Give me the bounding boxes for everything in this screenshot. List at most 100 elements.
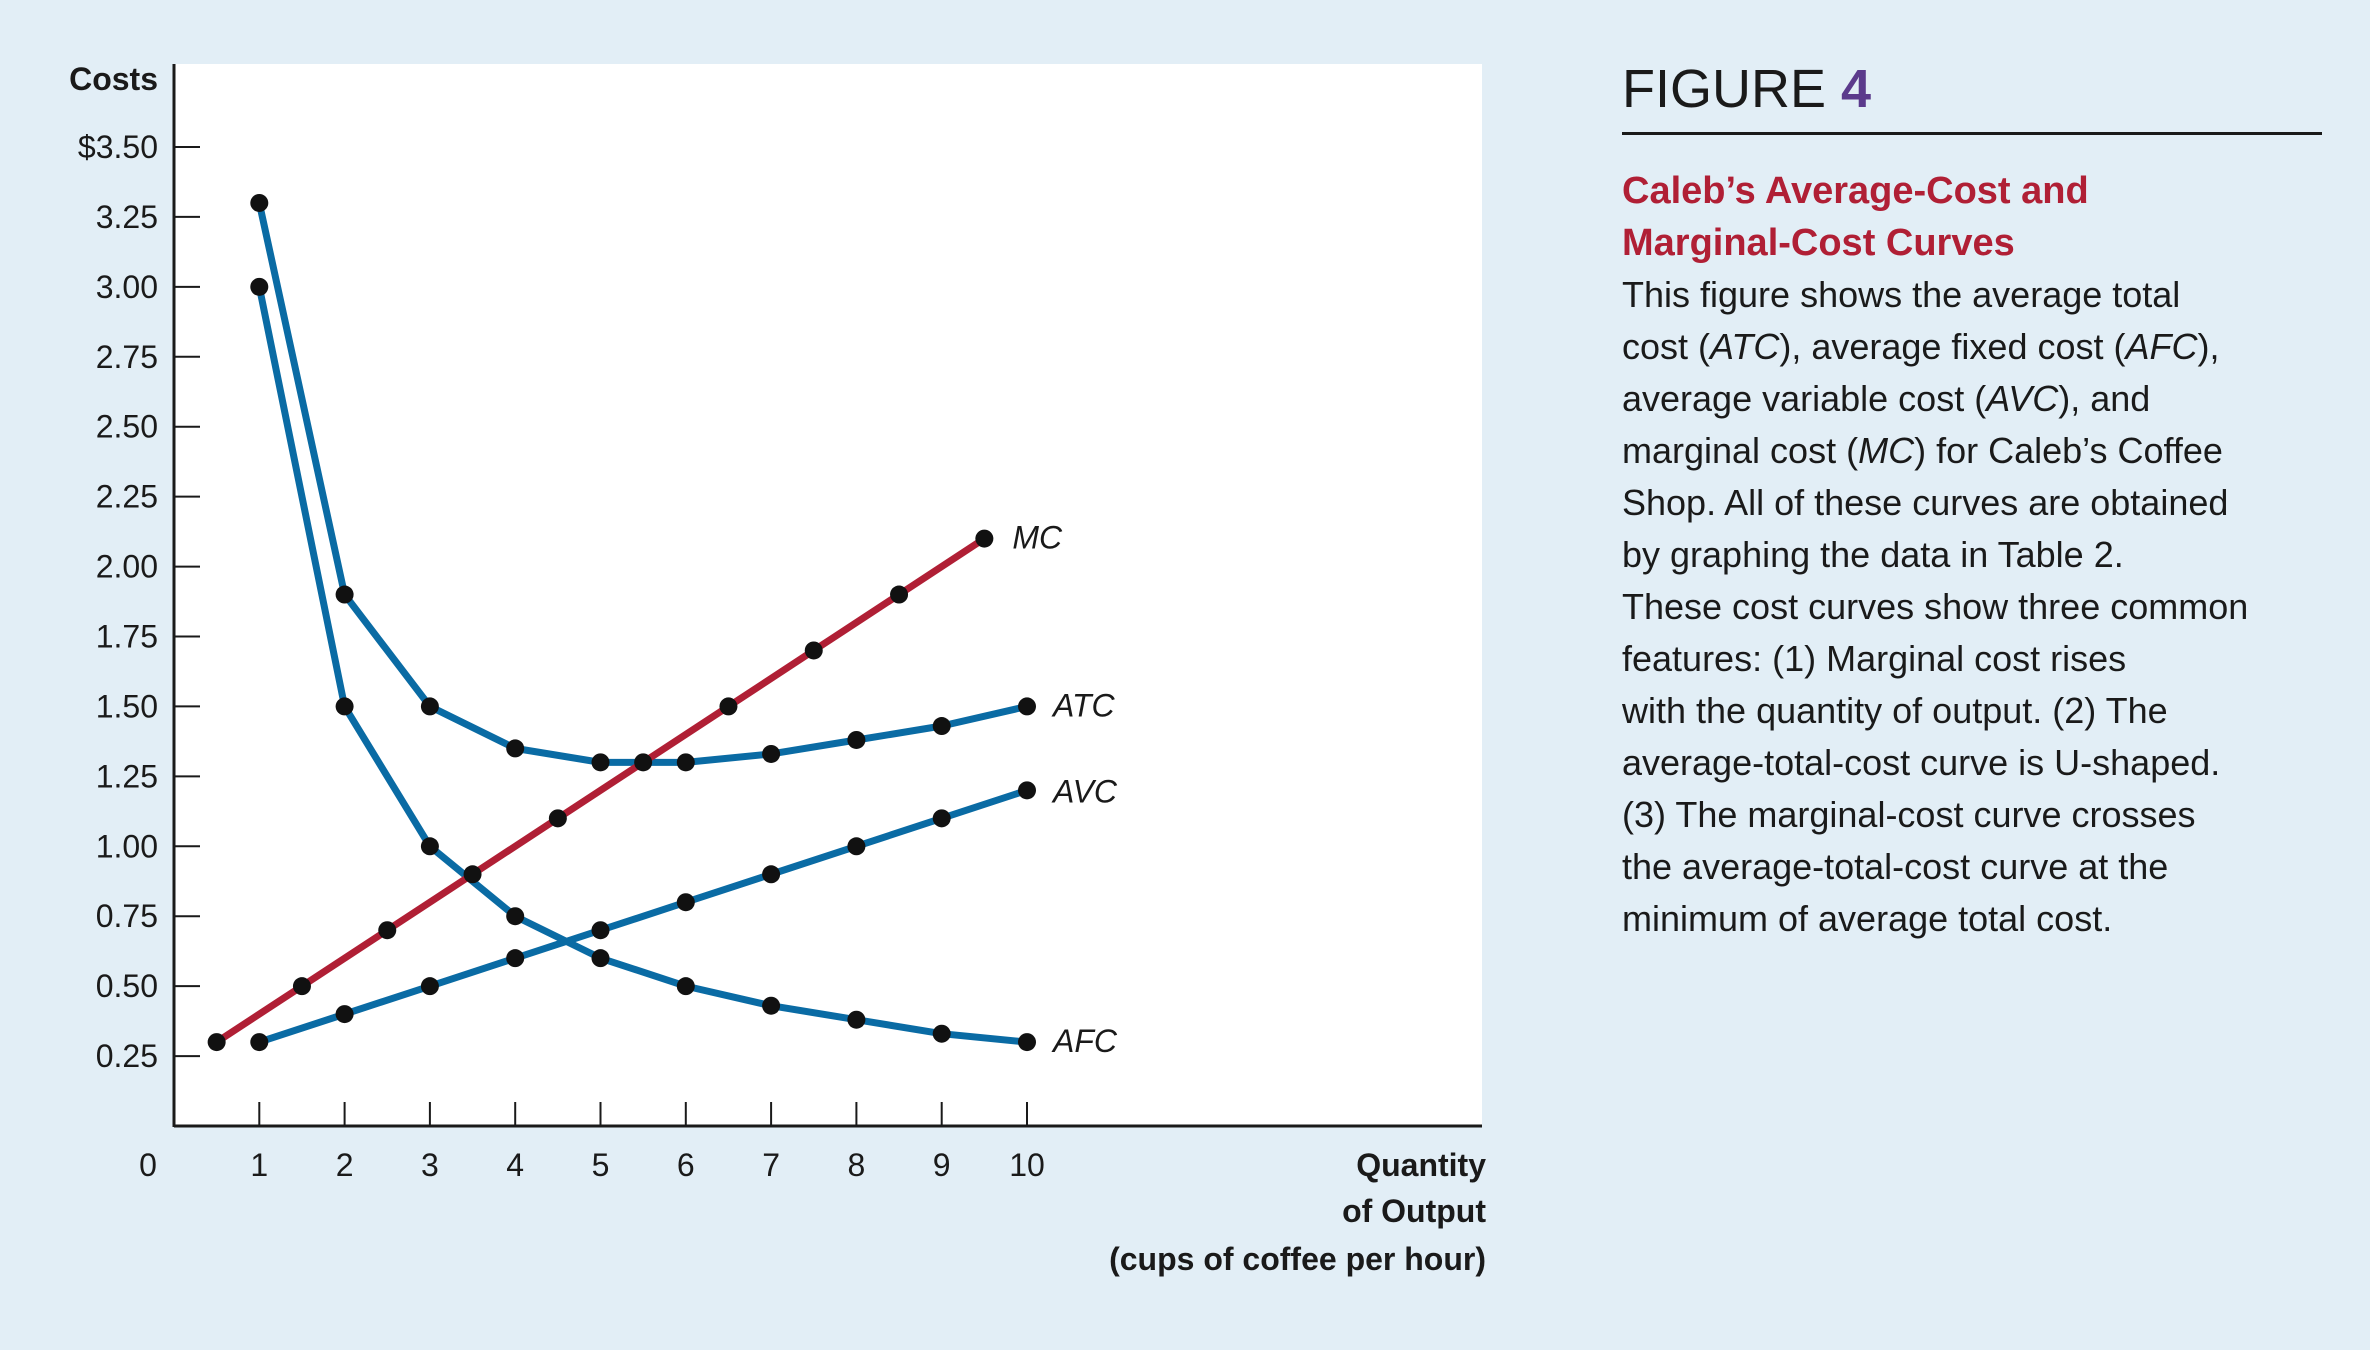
y-tick-label: 3.25 xyxy=(96,199,158,235)
avc-point xyxy=(250,1033,269,1052)
x-axis-title-line-3: (cups of coffee per hour) xyxy=(1109,1241,1486,1277)
y-tick-label: 0.25 xyxy=(96,1038,158,1074)
caption-text: ), average fixed cost ( xyxy=(1779,326,2126,367)
mc-point xyxy=(634,753,653,772)
y-tick-label: 0.50 xyxy=(96,968,158,1004)
series-lines xyxy=(213,199,1031,1046)
caption-text: minimum of average total cost. xyxy=(1622,898,2113,939)
x-axis-title: Quantity of Output (cups of coffee per h… xyxy=(1109,1147,1486,1277)
y-tick-label: 1.25 xyxy=(96,758,158,794)
atc-point xyxy=(506,739,525,758)
x-axis-title-line-1: Quantity xyxy=(1356,1147,1486,1183)
caption-line: This figure shows the average total xyxy=(1622,269,2322,321)
avc-point xyxy=(420,977,439,996)
atc-point xyxy=(1018,697,1036,716)
caption-text: (3) The marginal-cost curve crosses xyxy=(1622,794,2196,835)
caption-line: Shop. All of these curves are obtained xyxy=(1622,477,2322,529)
series-labels: ATC AFC AVC MC xyxy=(1012,520,1118,1059)
caption-text: ), xyxy=(2197,326,2220,367)
avc-point xyxy=(762,865,781,884)
afc-point xyxy=(932,1024,951,1043)
afc-point xyxy=(1018,1033,1036,1052)
caption-line: average variable cost (AVC), and xyxy=(1622,373,2322,425)
caption-term: AVC xyxy=(1986,378,2059,419)
caption-text: ), and xyxy=(2058,378,2151,419)
afc-point xyxy=(420,837,439,856)
atc-point xyxy=(591,753,610,772)
mc-point xyxy=(292,977,311,996)
y-axis-ticks: 0.25 0.50 0.75 1.00 1.25 1.50 1.75 2.00 2.25 2.50… xyxy=(78,129,200,1074)
x-tick-label: 6 xyxy=(677,1147,695,1183)
y-tick-label: 3.00 xyxy=(96,269,158,305)
caption-term: MC xyxy=(1858,430,1915,471)
avc-point xyxy=(932,809,951,828)
avc-point xyxy=(335,1005,354,1024)
afc-point xyxy=(335,697,354,716)
x-tick-label: 9 xyxy=(933,1147,951,1183)
caption-line: by graphing the data in Table 2. xyxy=(1622,529,2322,581)
x-tick-label: 8 xyxy=(848,1147,866,1183)
mc-point xyxy=(378,921,397,940)
figure-heading: FIGURE 4 xyxy=(1622,58,2322,135)
caption-term: AFC xyxy=(2125,326,2198,367)
avc-point xyxy=(847,837,866,856)
plot-area xyxy=(174,64,1482,1126)
avc-point xyxy=(1018,781,1036,800)
y-tick-label: 1.50 xyxy=(96,688,158,724)
x-tick-label: 10 xyxy=(1009,1147,1045,1183)
caption-line: (3) The marginal-cost curve crosses xyxy=(1622,789,2322,841)
afc-label: AFC xyxy=(1051,1023,1118,1059)
caption-line: the average-total-cost curve at the xyxy=(1622,841,2322,893)
atc-point xyxy=(250,193,269,212)
x-tick-label: 4 xyxy=(506,1147,524,1183)
afc-point xyxy=(506,907,525,926)
y-tick-label: 2.25 xyxy=(96,479,158,515)
atc-point xyxy=(932,717,951,736)
afc-curve xyxy=(255,283,1031,1046)
avc-label: AVC xyxy=(1051,773,1118,809)
avc-point xyxy=(506,949,525,968)
origin-label: 0 xyxy=(139,1147,157,1183)
caption-title-line-1: Caleb’s Average-Cost and xyxy=(1622,170,2089,212)
y-tick-label: 2.50 xyxy=(96,409,158,445)
caption-text: These cost curves show three common xyxy=(1622,586,2249,627)
caption-text: ) for Caleb’s Coffee xyxy=(1914,430,2223,471)
figure-caption-panel: FIGURE 4 Caleb’s Average-Cost and Margin… xyxy=(1622,58,2322,945)
caption-text: by graphing the data in Table 2. xyxy=(1622,534,2124,575)
mc-point xyxy=(890,585,909,604)
caption-line: average-total-cost curve is U-shaped. xyxy=(1622,737,2322,789)
afc-point xyxy=(591,949,610,968)
avc-point xyxy=(676,893,695,912)
mc-point xyxy=(975,529,994,548)
caption-text: with the quantity of output. (2) The xyxy=(1622,690,2168,731)
caption-line: These cost curves show three common xyxy=(1622,581,2322,633)
y-tick-label: 1.75 xyxy=(96,619,158,655)
avc-point xyxy=(591,921,610,940)
afc-point xyxy=(676,977,695,996)
mc-point xyxy=(548,809,567,828)
atc-point xyxy=(676,753,695,772)
y-tick-label: 2.00 xyxy=(96,549,158,585)
series-points xyxy=(207,193,1036,1052)
atc-point xyxy=(762,744,781,763)
caption-line: features: (1) Marginal cost rises xyxy=(1622,633,2322,685)
caption-title-line-2: Marginal-Cost Curves xyxy=(1622,222,2015,264)
caption-line: marginal cost (MC) for Caleb’s Coffee xyxy=(1622,425,2322,477)
y-tick-label: 0.75 xyxy=(96,898,158,934)
mc-point xyxy=(207,1033,226,1052)
caption-text: features: (1) Marginal cost rises xyxy=(1622,638,2127,679)
afc-point xyxy=(847,1010,866,1029)
mc-point xyxy=(719,697,738,716)
x-axis-title-line-2: of Output xyxy=(1342,1193,1486,1229)
y-tick-label: $3.50 xyxy=(78,129,158,165)
y-tick-label: 1.00 xyxy=(96,828,158,864)
caption-text: average-total-cost curve is U-shaped. xyxy=(1622,742,2221,783)
caption-text: Shop. All of these curves are obtained xyxy=(1622,482,2229,523)
caption-text: cost ( xyxy=(1622,326,1711,367)
caption-term: ATC xyxy=(1710,326,1780,367)
caption-text: marginal cost ( xyxy=(1622,430,1859,471)
caption-line: cost (ATC), average fixed cost (AFC), xyxy=(1622,321,2322,373)
mc-point xyxy=(463,865,482,884)
x-tick-label: 7 xyxy=(762,1147,780,1183)
